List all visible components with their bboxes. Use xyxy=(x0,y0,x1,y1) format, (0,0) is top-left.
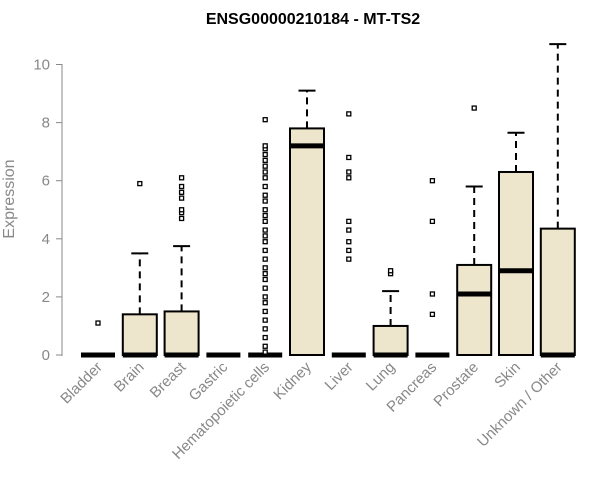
x-tick-label: Brain xyxy=(111,359,148,396)
outlier-point xyxy=(262,247,268,254)
outlier-point xyxy=(429,178,436,184)
x-tick-label: Kidney xyxy=(270,358,315,403)
y-axis-label: Expression xyxy=(1,159,18,238)
box-breast xyxy=(163,175,200,358)
outlier-point xyxy=(262,183,268,190)
outlier-point xyxy=(262,308,268,315)
outlier-point xyxy=(262,117,268,123)
outlier-point xyxy=(262,317,268,323)
outlier-point xyxy=(346,239,352,245)
box-kidney xyxy=(289,89,325,356)
outlier-point xyxy=(346,111,352,117)
y-tick-label: 8 xyxy=(42,115,50,132)
outlier-point xyxy=(262,265,268,271)
outlier-point xyxy=(137,180,143,187)
outlier-point xyxy=(262,212,268,219)
iqr-box xyxy=(539,227,576,357)
outlier-point xyxy=(262,294,268,300)
iqr-box xyxy=(121,313,158,356)
box-brain xyxy=(121,180,158,358)
iqr-box xyxy=(498,170,534,356)
iqr-box xyxy=(163,310,200,356)
outlier-point xyxy=(262,349,268,355)
box-series xyxy=(81,43,576,358)
outlier-point xyxy=(178,215,185,222)
outlier-point xyxy=(262,175,268,181)
box-liver xyxy=(331,111,366,358)
y-axis-ticks: 0 2 4 6 8 10 xyxy=(33,57,62,364)
outlier-point xyxy=(178,189,185,195)
y-tick-label: 6 xyxy=(42,173,50,190)
box-hematopoietic-cells xyxy=(248,117,283,358)
outlier-point xyxy=(346,256,352,262)
y-tick-label: 2 xyxy=(42,289,50,306)
outlier-point xyxy=(262,239,268,245)
x-tick-label: Lung xyxy=(363,359,399,395)
outlier-point xyxy=(346,169,352,175)
box-pancreas xyxy=(415,178,450,358)
outlier-point xyxy=(262,326,268,332)
outlier-point xyxy=(178,207,185,213)
box-bladder xyxy=(81,320,115,358)
outlier-point xyxy=(346,218,352,225)
x-tick-label: Bladder xyxy=(57,359,106,408)
iqr-box xyxy=(372,324,409,357)
outlier-point xyxy=(262,343,268,349)
outlier-point xyxy=(262,218,268,225)
box-lung xyxy=(372,268,409,358)
outlier-point xyxy=(262,192,268,198)
outlier-point xyxy=(95,320,101,326)
outlier-point xyxy=(429,311,436,317)
outlier-point xyxy=(429,218,436,225)
outlier-point xyxy=(346,175,352,181)
outlier-point xyxy=(262,285,268,291)
outlier-point xyxy=(262,207,268,213)
outlier-point xyxy=(262,143,268,149)
x-tick-label: Skin xyxy=(491,359,524,392)
outlier-point xyxy=(346,154,352,161)
iqr-box xyxy=(456,263,493,357)
x-tick-label: Breast xyxy=(147,358,190,401)
outlier-point xyxy=(178,183,185,190)
box-skin xyxy=(498,131,534,356)
outlier-point xyxy=(262,334,268,341)
x-tick-label: Prostate xyxy=(430,359,482,411)
chart-title: ENSG00000210184 - MT-TS2 xyxy=(206,11,420,28)
outlier-point xyxy=(262,233,268,239)
outlier-point xyxy=(178,175,185,181)
outlier-point xyxy=(262,227,268,233)
outlier-point xyxy=(429,291,436,297)
box-unknown-other xyxy=(539,43,576,358)
outlier-point xyxy=(346,247,352,254)
outlier-point xyxy=(178,195,185,201)
y-tick-label: 0 xyxy=(42,347,50,364)
outlier-point xyxy=(346,227,352,233)
iqr-box xyxy=(289,127,325,356)
outlier-point xyxy=(262,271,268,277)
outlier-point xyxy=(262,276,268,283)
outlier-point xyxy=(262,300,268,306)
outlier-point xyxy=(262,163,268,169)
outlier-point xyxy=(262,151,268,158)
outlier-point xyxy=(387,268,394,274)
x-tick-label: Liver xyxy=(322,359,357,394)
y-tick-label: 10 xyxy=(33,57,50,74)
outlier-point xyxy=(471,105,477,111)
outlier-point xyxy=(262,256,268,262)
y-tick-label: 4 xyxy=(42,231,50,248)
box-prostate xyxy=(456,105,493,357)
outlier-point xyxy=(262,198,268,204)
outlier-point xyxy=(262,157,268,164)
outlier-point xyxy=(262,169,268,175)
